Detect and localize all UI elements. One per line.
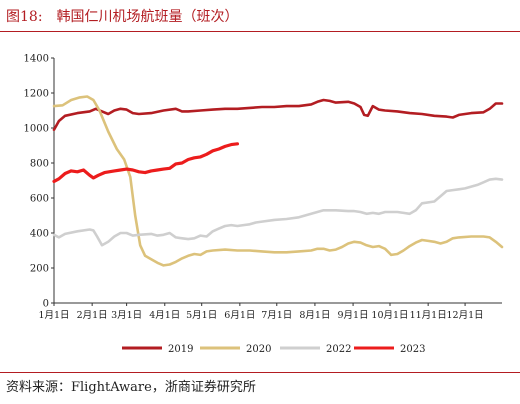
source-divider <box>0 372 520 373</box>
legend-label-2022: 2022 <box>326 344 351 355</box>
x-tick-label: 4月1日 <box>149 310 180 321</box>
x-tick-label: 7月1日 <box>261 310 292 321</box>
y-tick-label: 1000 <box>24 124 49 135</box>
x-tick-label: 11月1日 <box>410 310 447 321</box>
series-line-2019 <box>52 98 504 132</box>
chart-axes: 0 200 400 600 800 1000 1200 1400 1月1日 2月1日 3月1日 4月1… <box>24 54 502 321</box>
y-tick-label: 1400 <box>24 54 49 65</box>
series-line-2020 <box>52 95 504 267</box>
y-tick-label: 1200 <box>24 89 49 100</box>
title-divider <box>0 31 520 32</box>
y-tick-label: 800 <box>30 159 49 170</box>
x-tick-label: 6月1日 <box>224 310 255 321</box>
x-tick-label: 8月1日 <box>299 310 330 321</box>
series-line-2022 <box>52 177 504 247</box>
x-tick-label: 12月1日 <box>447 310 484 321</box>
y-tick-label: 600 <box>30 194 49 205</box>
chart-series <box>52 95 504 267</box>
y-tick-label: 200 <box>30 264 49 275</box>
x-tick-label: 10月1日 <box>371 310 408 321</box>
figure-number: 图18: <box>6 9 43 25</box>
x-tick-label: 2月1日 <box>77 310 108 321</box>
chart-legend: 2019 2020 2022 2023 <box>122 344 425 355</box>
x-tick-label: 9月1日 <box>338 310 369 321</box>
figure-title: 图18: 韩国仁川机场航班量（班次） <box>6 4 514 30</box>
y-tick-label: 400 <box>30 229 49 240</box>
x-tick-label: 3月1日 <box>111 310 142 321</box>
x-tick-label: 5月1日 <box>186 310 217 321</box>
legend-label-2020: 2020 <box>246 344 271 355</box>
legend-label-2023: 2023 <box>400 344 425 355</box>
legend-label-2019: 2019 <box>168 344 193 355</box>
x-tick-label: 1月1日 <box>38 310 69 321</box>
source-note: 资料来源：FlightAware，浙商证券研究所 <box>6 380 256 395</box>
figure-title-text: 韩国仁川机场航班量（班次） <box>56 9 239 25</box>
chart: 0 200 400 600 800 1000 1200 1400 1月1日 2月1日 3月1日 4月1… <box>24 54 504 355</box>
series-line-2023 <box>52 142 239 183</box>
y-tick-label: 0 <box>43 299 49 310</box>
